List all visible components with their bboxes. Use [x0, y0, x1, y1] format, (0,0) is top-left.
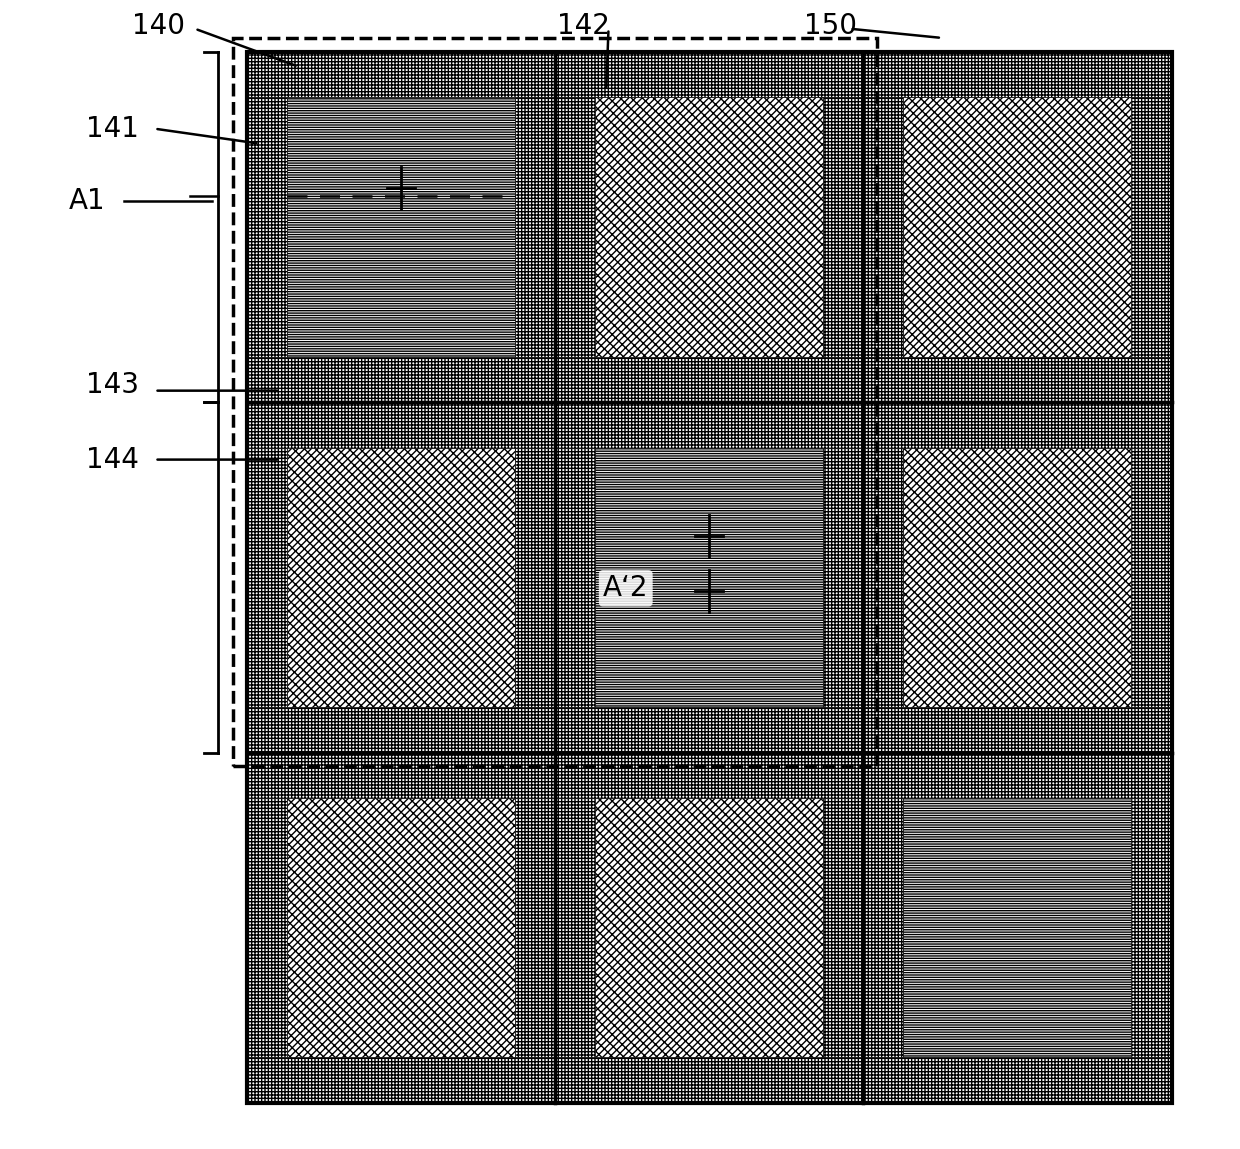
- Bar: [233, 38, 877, 766]
- Bar: [554, 1057, 863, 1103]
- Text: 142: 142: [557, 13, 610, 40]
- Bar: [554, 799, 595, 1057]
- Bar: [554, 52, 863, 98]
- Bar: [515, 799, 554, 1057]
- Bar: [595, 98, 823, 356]
- Bar: [595, 799, 823, 1057]
- Text: 140: 140: [131, 13, 185, 40]
- Bar: [863, 98, 903, 356]
- Bar: [863, 707, 1172, 753]
- Bar: [595, 448, 823, 707]
- Bar: [247, 753, 554, 799]
- Bar: [903, 799, 1131, 1057]
- Bar: [863, 1057, 1172, 1103]
- Bar: [863, 402, 1172, 448]
- Bar: [863, 753, 1172, 1103]
- Bar: [247, 98, 286, 356]
- Bar: [1131, 799, 1172, 1057]
- Bar: [247, 52, 1172, 1103]
- Bar: [554, 402, 863, 753]
- Text: 144: 144: [86, 446, 139, 473]
- Text: 141: 141: [86, 115, 139, 142]
- Bar: [554, 402, 863, 448]
- Bar: [515, 448, 554, 707]
- Bar: [823, 98, 863, 356]
- Bar: [247, 52, 554, 402]
- Text: A1: A1: [68, 187, 105, 215]
- Bar: [247, 1057, 554, 1103]
- Bar: [554, 98, 595, 356]
- Bar: [823, 448, 863, 707]
- Bar: [863, 799, 903, 1057]
- Bar: [247, 356, 554, 402]
- Bar: [554, 753, 863, 1103]
- Bar: [863, 402, 1172, 753]
- Bar: [286, 98, 515, 356]
- Bar: [554, 52, 863, 402]
- Text: A‘2: A‘2: [603, 574, 649, 602]
- Bar: [247, 402, 554, 448]
- Bar: [515, 98, 554, 356]
- Bar: [554, 753, 863, 799]
- Bar: [247, 707, 554, 753]
- Bar: [247, 402, 554, 753]
- Bar: [903, 448, 1131, 707]
- Bar: [823, 799, 863, 1057]
- Bar: [247, 799, 286, 1057]
- Bar: [247, 52, 554, 98]
- Bar: [554, 356, 863, 402]
- Bar: [863, 52, 1172, 98]
- Bar: [863, 356, 1172, 402]
- Bar: [903, 98, 1131, 356]
- Bar: [286, 799, 515, 1057]
- Bar: [863, 753, 1172, 799]
- Bar: [863, 448, 903, 707]
- Bar: [247, 448, 286, 707]
- Bar: [554, 448, 595, 707]
- Text: 150: 150: [804, 13, 857, 40]
- Bar: [1131, 448, 1172, 707]
- Bar: [1131, 98, 1172, 356]
- Bar: [286, 448, 515, 707]
- Bar: [554, 707, 863, 753]
- Text: 143: 143: [86, 371, 139, 399]
- Bar: [863, 52, 1172, 402]
- Bar: [247, 753, 554, 1103]
